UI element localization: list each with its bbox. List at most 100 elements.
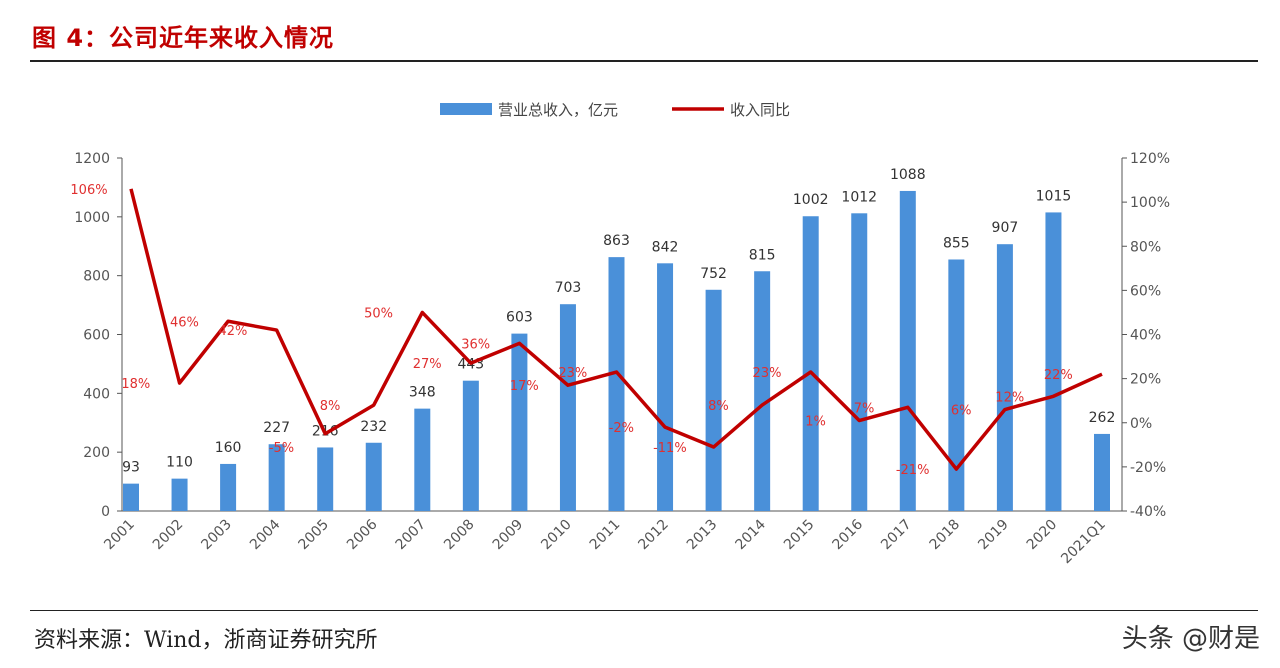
legend-bar-label: 营业总收入，亿元 — [498, 101, 618, 119]
bar-value-label: 752 — [700, 266, 727, 282]
growth-value-label: 12% — [995, 390, 1024, 405]
source-note: 资料来源：Wind，浙商证券研究所 — [34, 628, 378, 653]
growth-value-label: 18% — [121, 377, 150, 392]
left-tick-label: 1200 — [74, 151, 110, 167]
growth-value-label: -11% — [653, 441, 687, 456]
revenue-bar — [317, 447, 334, 511]
bar-value-label: 815 — [749, 247, 776, 263]
revenue-bar — [365, 442, 382, 511]
revenue-bar — [608, 257, 625, 511]
bar-value-label: 160 — [215, 440, 242, 456]
category-label: 2009 — [490, 517, 527, 554]
revenue-bar — [1094, 433, 1110, 511]
category-label: 2011 — [587, 517, 624, 554]
bar-value-label: 227 — [263, 420, 290, 436]
growth-value-label: 50% — [364, 306, 393, 321]
growth-value-label: 1% — [805, 415, 826, 430]
growth-value-label: 27% — [413, 357, 442, 372]
bar-value-label: 1015 — [1036, 188, 1072, 204]
growth-value-label: 46% — [170, 315, 199, 330]
growth-value-label: 106% — [70, 183, 107, 198]
bar-value-label: 232 — [360, 419, 387, 435]
watermark: 头条 @财是 — [1121, 624, 1260, 654]
revenue-bar — [414, 408, 431, 511]
revenue-bar — [851, 213, 868, 511]
growth-value-label: 6% — [951, 404, 972, 419]
category-label: 2019 — [975, 517, 1012, 554]
bottom-divider — [30, 610, 1258, 611]
bar-value-label: 907 — [992, 220, 1019, 236]
bar-value-label: 262 — [1089, 410, 1116, 426]
bar-value-label: 855 — [943, 235, 970, 251]
bar-value-label: 603 — [506, 310, 533, 326]
revenue-bar — [996, 244, 1013, 511]
left-tick-label: 800 — [83, 269, 110, 285]
revenue-bar — [559, 304, 576, 511]
revenue-bar — [899, 190, 916, 512]
category-label: 2002 — [150, 517, 187, 554]
growth-value-label: 42% — [219, 324, 248, 339]
legend-line-label: 收入同比 — [730, 101, 790, 119]
right-tick-label: 0% — [1130, 416, 1152, 432]
bar-value-label: 110 — [166, 455, 193, 471]
growth-value-label: 36% — [461, 337, 490, 352]
category-label: 2013 — [684, 517, 721, 554]
bar-value-label: 1002 — [793, 192, 829, 208]
revenue-bar — [220, 463, 237, 511]
growth-value-label: 7% — [854, 401, 875, 416]
category-label: 2018 — [927, 517, 964, 554]
growth-value-label: -5% — [269, 441, 294, 456]
category-label: 2005 — [296, 517, 333, 554]
growth-line — [129, 188, 1103, 471]
revenue-bar — [123, 483, 139, 511]
bar-value-label: 1012 — [841, 189, 877, 205]
category-label: 2004 — [247, 516, 284, 553]
growth-value-label: -2% — [609, 421, 634, 436]
right-tick-label: 60% — [1130, 283, 1161, 299]
right-tick-label: -20% — [1130, 460, 1166, 476]
category-label: 2003 — [198, 517, 235, 554]
category-label: 2008 — [441, 517, 478, 554]
category-label: 2001 — [101, 517, 138, 554]
bar-value-label: 863 — [603, 233, 630, 249]
right-tick-label: 80% — [1130, 239, 1161, 255]
right-tick-label: 20% — [1130, 372, 1161, 388]
revenue-bar — [802, 216, 819, 511]
category-label: 2006 — [344, 516, 381, 553]
category-label: 2010 — [538, 517, 575, 554]
left-tick-label: 0 — [101, 504, 110, 520]
right-tick-label: 40% — [1130, 328, 1161, 344]
bar-value-label: 1088 — [890, 167, 926, 183]
legend-bar-swatch — [440, 103, 492, 115]
left-tick-label: 1000 — [74, 210, 110, 226]
left-tick-label: 600 — [83, 328, 110, 344]
left-tick-label: 400 — [83, 386, 110, 402]
right-tick-label: 120% — [1130, 151, 1170, 167]
bar-value-label: 842 — [652, 239, 679, 255]
bar-value-label: 348 — [409, 385, 436, 401]
figure-title: 图 4：公司近年来收入情况 — [32, 24, 335, 52]
category-label: 2007 — [393, 517, 430, 554]
category-label: 2017 — [878, 517, 915, 554]
growth-value-label: 23% — [753, 366, 782, 381]
revenue-bar — [754, 271, 771, 511]
growth-value-label: 23% — [558, 366, 587, 381]
revenue-bar — [268, 444, 285, 511]
bar-value-label: 93 — [122, 460, 140, 476]
category-label: 2016 — [830, 516, 867, 553]
growth-value-label: -21% — [896, 463, 930, 478]
category-label: 2021Q1 — [1058, 517, 1109, 568]
category-label: 2014 — [732, 516, 769, 553]
revenue-bar — [705, 289, 722, 511]
revenue-chart: 0 200 400 600 800 1000 1200 -40% -20% 0% 20% 40% 60%… — [70, 101, 1170, 568]
left-tick-label: 200 — [83, 445, 110, 461]
top-divider — [30, 60, 1258, 62]
growth-value-label: 8% — [320, 399, 341, 414]
revenue-bar — [948, 259, 965, 511]
revenue-bar — [171, 478, 188, 511]
growth-value-label: 17% — [510, 379, 539, 394]
right-tick-label: 100% — [1130, 195, 1170, 211]
right-tick-label: -40% — [1130, 504, 1166, 520]
revenue-bar — [1045, 212, 1062, 511]
bar-value-label: 703 — [555, 280, 582, 296]
